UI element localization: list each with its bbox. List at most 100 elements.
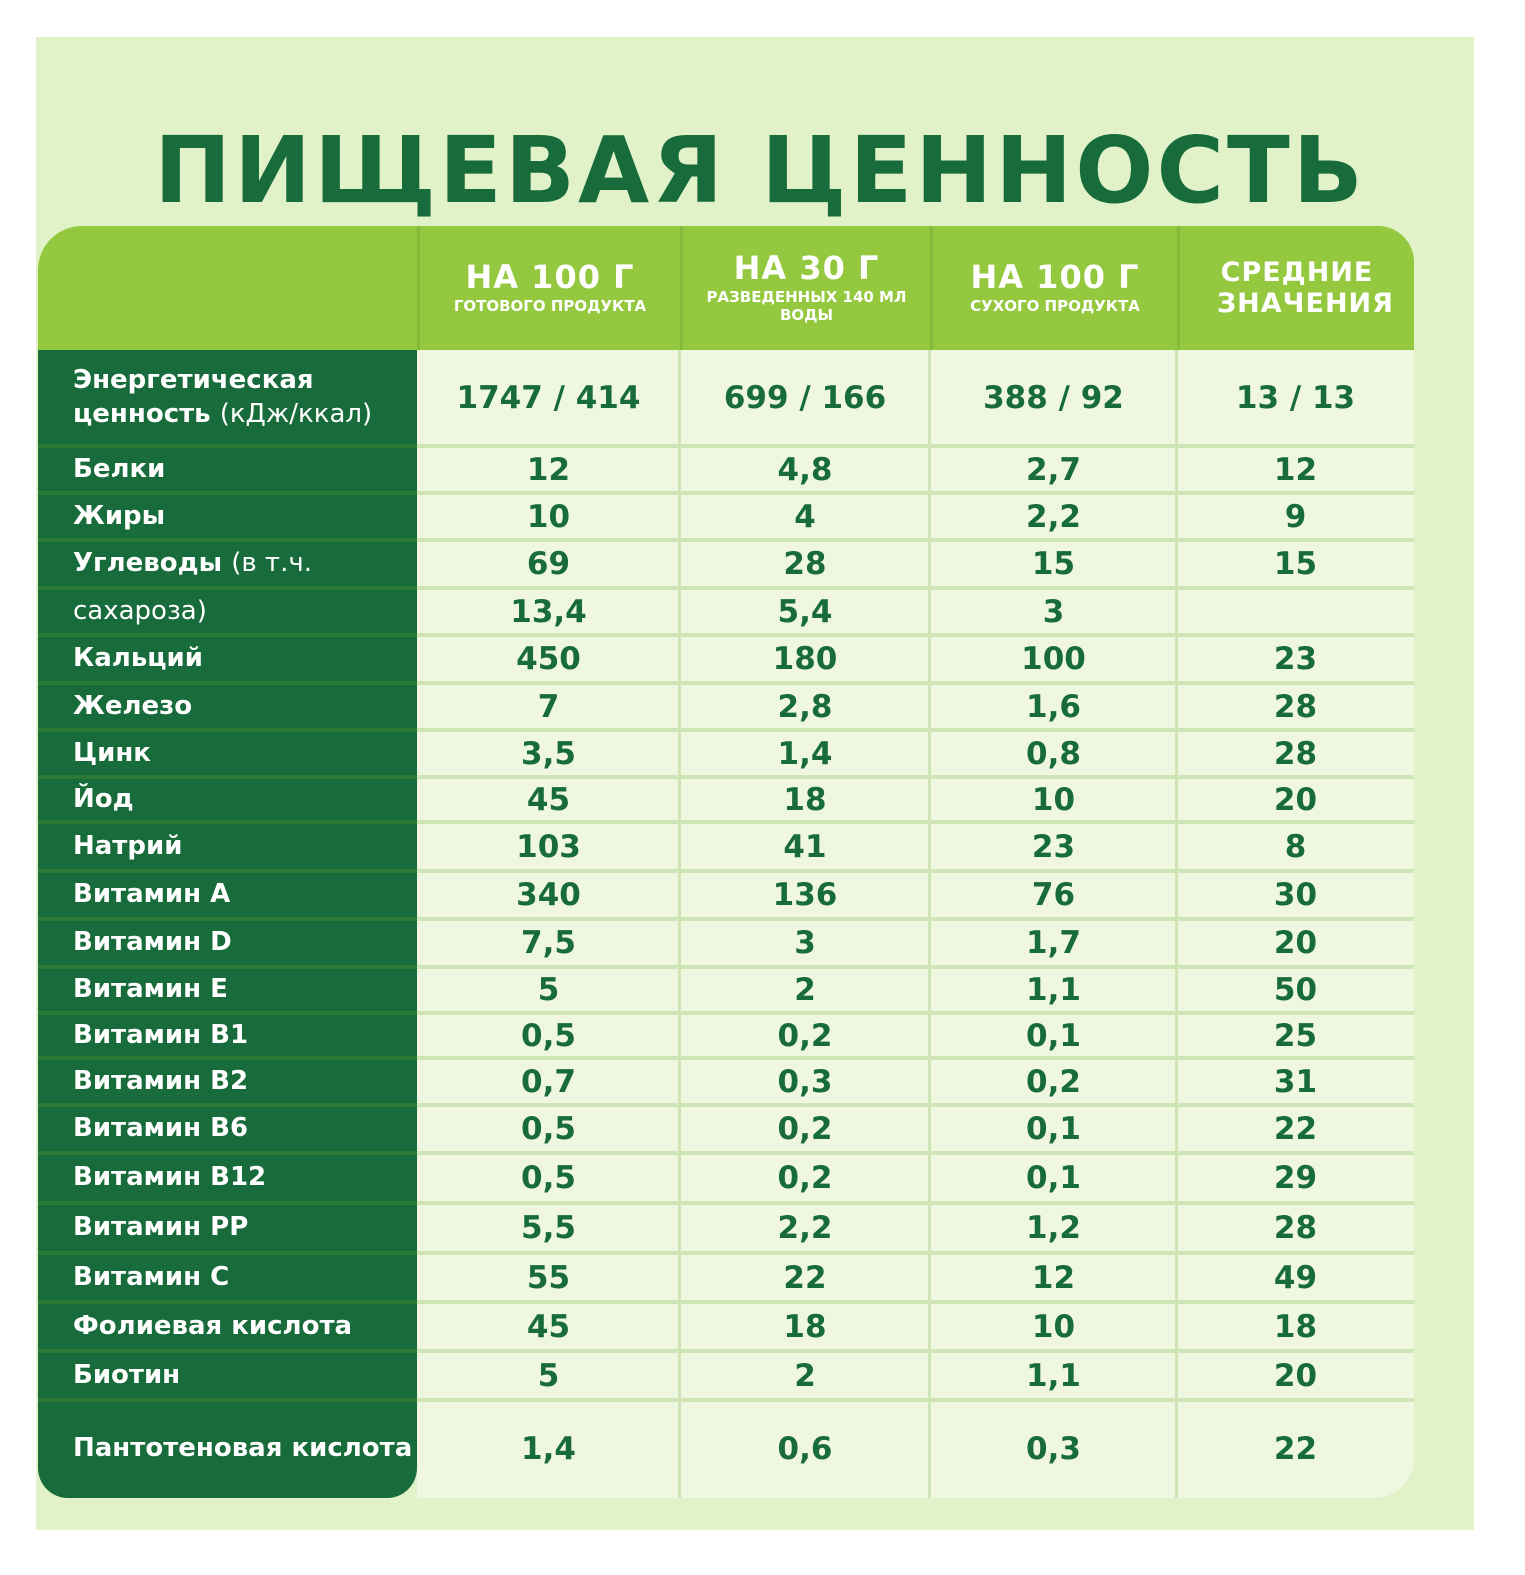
row-value: 2,2 [1026,498,1081,535]
row-value: 10 [1031,781,1076,818]
table-row: Витамин А 340 136 76 30 [38,871,1414,919]
row-value: 3,5 [521,735,576,772]
row-value: 340 [516,877,581,913]
column-divider [1175,350,1178,1498]
row-label: Энергетическая ценность (кДж/ккал) [38,350,417,446]
row-value: 0,2 [777,1160,833,1196]
row-label-text: Фолиевая кислота [73,1310,353,1341]
row-value: 22 [1273,1111,1318,1147]
row-divider [38,538,1414,542]
row-label-text: Энергетическая ценность [73,365,314,429]
row-value: 18 [783,781,827,818]
table-row: Витамин B6 0,5 0,2 0,1 22 [38,1105,1414,1153]
row-value: 1,4 [521,1431,576,1467]
nutrition-table: НА 100 Г ГОТОВОГО ПРОДУКТА НА 30 Г РАЗВЕ… [38,226,1414,1498]
header-spacer [38,226,417,350]
column-divider [928,350,931,1498]
row-divider [38,681,1414,685]
row-label: Йод [38,777,417,822]
row-value: 0,2 [1026,1063,1081,1100]
row-label: Витамин B2 [38,1058,417,1105]
row-value: 1,7 [1026,925,1081,961]
row-label: Витамин E [38,967,417,1013]
row-label-text: Витамин C [73,1261,230,1292]
row-value: 12 [1031,1259,1076,1296]
row-divider [38,491,1414,495]
table-row: Натрий 103 41 23 8 [38,822,1414,871]
row-value: 450 [516,641,581,677]
row-label-text: Витамин B2 [73,1065,249,1096]
row-value: 1747 / 414 [456,380,641,416]
row-value: 10 [526,498,571,535]
row-value: 22 [783,1259,827,1296]
row-value: 12 [526,451,571,488]
row-value: 0,7 [521,1063,576,1100]
table-row: Витамин C 55 22 12 49 [38,1253,1414,1302]
row-value: 76 [1031,877,1076,913]
row-value: 55 [526,1259,571,1296]
row-value: 388 / 92 [983,380,1124,416]
table-header: НА 100 Г ГОТОВОГО ПРОДУКТА НА 30 Г РАЗВЕ… [38,226,1414,350]
row-value: 7,5 [521,925,576,961]
row-value: 22 [1273,1431,1318,1467]
nutrition-panel: ПИЩЕВАЯ ЦЕННОСТЬ НА 100 Г ГОТОВОГО ПРОДУ… [36,37,1474,1530]
table-row: Энергетическая ценность (кДж/ккал) 1747 /… [38,350,1414,446]
row-divider [38,1056,1414,1060]
row-value: 28 [783,546,827,582]
row-label-text: Витамин PP [73,1212,249,1243]
column-header-sub: СУХОГО ПРОДУКТА [970,296,1140,315]
row-value: 1,1 [1026,1357,1081,1394]
row-value: 4,8 [777,451,833,488]
row-label: Витамин B1 [38,1013,417,1058]
row-divider [38,1398,1414,1402]
column-header-sub: РАЗВЕДЕННЫХ 140 МЛ ВОДЫ [706,287,907,324]
row-value: 18 [1273,1308,1318,1345]
column-header-main: НА 100 Г [970,258,1140,297]
row-label: Натрий [38,822,417,871]
row-value: 0,8 [1026,735,1081,772]
row-divider [38,1201,1414,1205]
column-header-dry-100g: НА 100 Г СУХОГО ПРОДУКТА [930,226,1177,350]
row-label-text: Железо [73,690,193,721]
row-value: 23 [1031,828,1076,865]
row-label-text: Витамин B6 [73,1113,249,1144]
row-value: 9 [1284,498,1307,535]
row-label: Цинк [38,730,417,777]
row-value: 1,4 [777,735,833,772]
row-label: Кальций [38,635,417,683]
row-value: 18 [783,1308,827,1345]
row-label-text: Белки [73,453,166,484]
row-value: 180 [772,641,838,677]
row-label-text: Биотин [73,1359,181,1390]
row-value: 0,2 [777,1017,833,1054]
row-value: 28 [1273,1210,1318,1246]
row-value: 2,7 [1026,451,1081,488]
row-label: Железо [38,683,417,730]
row-label-text: Углеводы [73,548,223,579]
row-value: 699 / 166 [723,380,887,416]
row-value: 2 [794,972,816,1008]
row-value: 45 [526,781,571,818]
row-divider [38,1251,1414,1255]
row-label-text: Натрий [73,830,183,861]
row-label-note: (в т.ч. [231,548,312,579]
table-row: Цинк 3,5 1,4 0,8 28 [38,730,1414,777]
row-label-text: Жиры [73,500,166,531]
row-label-text: Витамин B12 [73,1162,267,1193]
row-divider [38,869,1414,873]
row-value: 8 [1284,828,1307,865]
row-divider [38,1151,1414,1155]
row-value: 28 [1273,688,1318,725]
row-value: 5 [537,972,560,1008]
row-value: 15 [1031,546,1076,582]
row-divider [38,775,1414,779]
row-value: 0,1 [1026,1017,1081,1054]
row-value: 5,5 [521,1210,576,1246]
row-value: 4 [794,498,816,535]
table-row: Витамин B2 0,7 0,3 0,2 31 [38,1058,1414,1105]
row-divider [38,965,1414,969]
row-value: 15 [1273,546,1318,582]
row-divider [38,1349,1414,1353]
row-value: 0,2 [777,1111,833,1147]
table-row: Жиры 10 4 2,2 9 [38,493,1414,540]
